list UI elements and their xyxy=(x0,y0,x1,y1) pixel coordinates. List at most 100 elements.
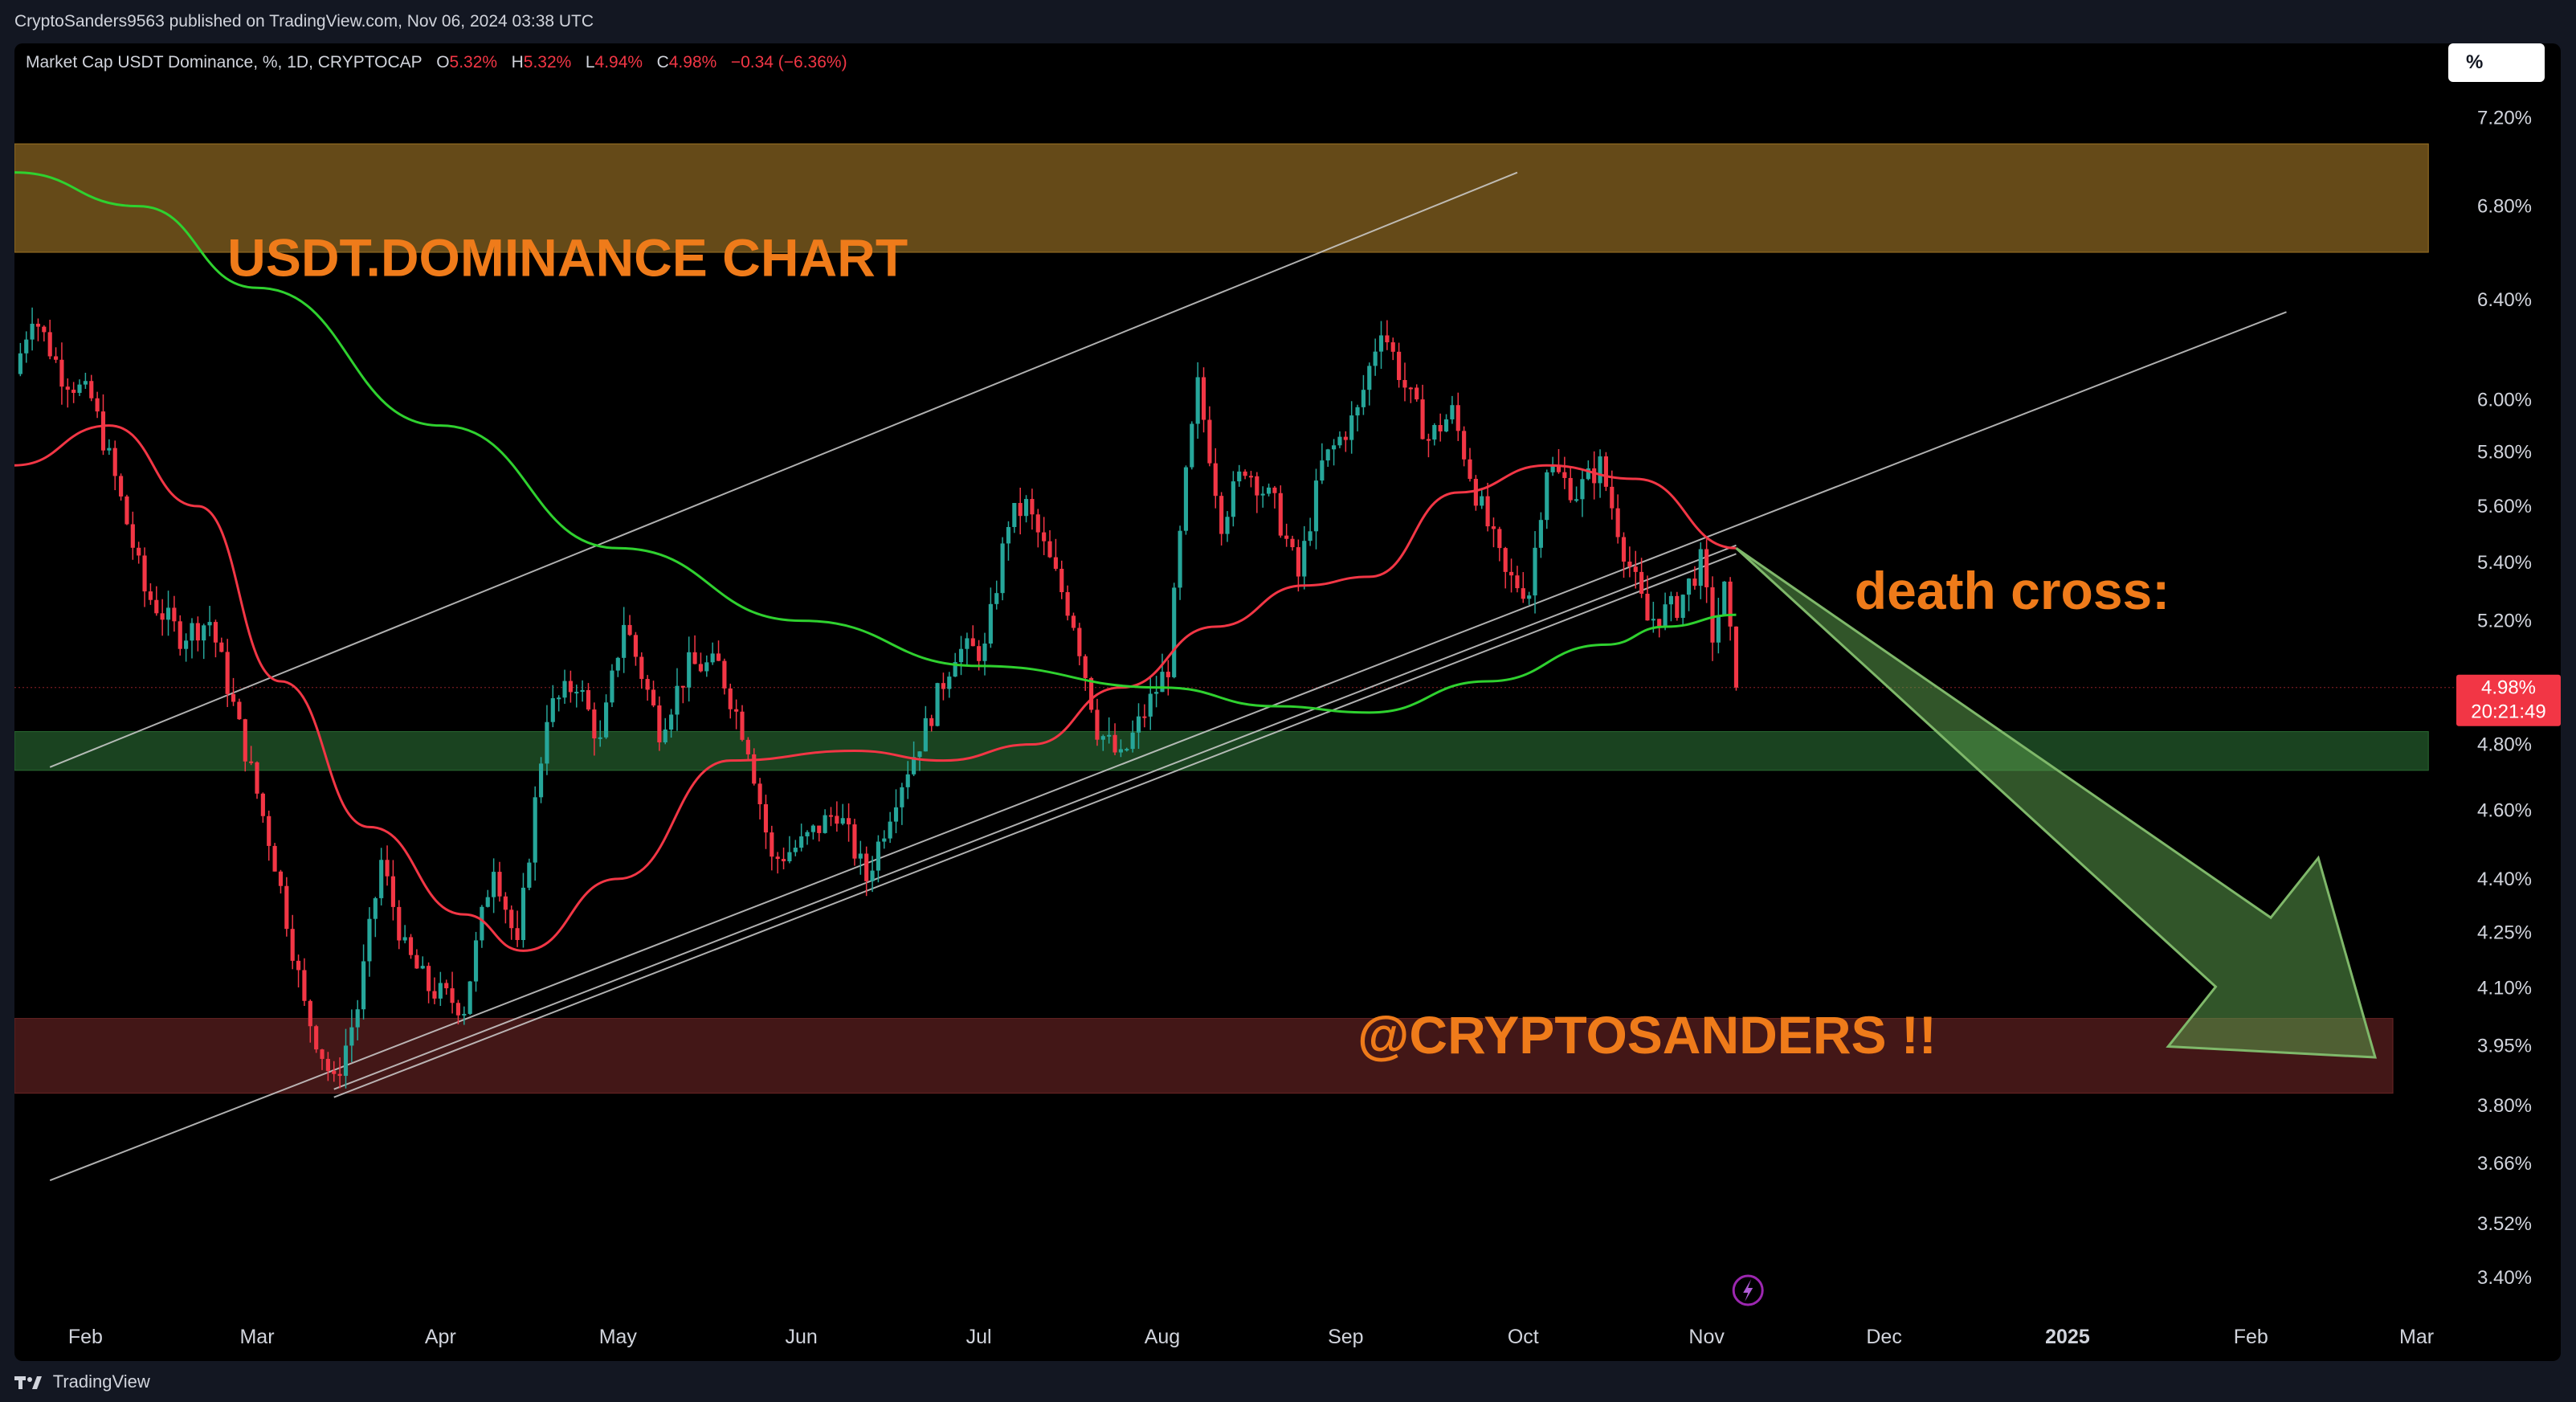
candle-body-9[interactable] xyxy=(71,390,76,394)
candle-body-144[interactable] xyxy=(870,870,875,881)
candle-body-273[interactable] xyxy=(1633,566,1638,572)
candle-body-116[interactable] xyxy=(704,662,709,672)
candle-body-34[interactable] xyxy=(219,642,224,652)
candle-body-219[interactable] xyxy=(1313,480,1319,532)
zone-rect-2[interactable] xyxy=(14,1018,2394,1094)
candle-body-227[interactable] xyxy=(1361,390,1366,407)
candle-body-100[interactable] xyxy=(610,670,614,703)
candle-body-14[interactable] xyxy=(100,411,106,451)
candle-body-107[interactable] xyxy=(651,689,656,706)
candle-body-203[interactable] xyxy=(1219,496,1224,534)
candle-body-48[interactable] xyxy=(302,970,307,1001)
candle-body-272[interactable] xyxy=(1627,562,1632,567)
candle-body-187[interactable] xyxy=(1125,749,1129,751)
candle-body-124[interactable] xyxy=(752,754,757,784)
candle-body-251[interactable] xyxy=(1503,548,1508,572)
candle-body-148[interactable] xyxy=(893,807,899,822)
candle-body-220[interactable] xyxy=(1320,460,1325,481)
candle-body-258[interactable] xyxy=(1545,472,1549,521)
candle-body-23[interactable] xyxy=(154,599,159,614)
candle-body-113[interactable] xyxy=(687,652,692,688)
candle-body-103[interactable] xyxy=(627,624,632,636)
candle-body-122[interactable] xyxy=(740,711,745,740)
candle-body-76[interactable] xyxy=(467,981,472,1014)
footer-brand[interactable]: TradingView xyxy=(52,1371,150,1392)
candle-body-55[interactable] xyxy=(343,1045,349,1077)
candle-body-214[interactable] xyxy=(1284,535,1289,539)
candle-body-27[interactable] xyxy=(178,621,182,649)
candle-body-230[interactable] xyxy=(1378,335,1384,352)
candle-body-70[interactable] xyxy=(432,991,437,999)
candle-body-201[interactable] xyxy=(1207,419,1212,464)
candle-body-93[interactable] xyxy=(568,681,573,693)
candle-body-71[interactable] xyxy=(438,983,443,999)
candle-body-240[interactable] xyxy=(1438,424,1443,431)
candle-body-83[interactable] xyxy=(509,909,514,929)
candle-body-94[interactable] xyxy=(574,692,579,694)
candle-body-69[interactable] xyxy=(427,966,431,991)
candle-body-95[interactable] xyxy=(580,689,585,693)
candle-body-21[interactable] xyxy=(142,555,147,592)
candle-body-216[interactable] xyxy=(1296,547,1300,577)
candle-body-135[interactable] xyxy=(817,825,822,833)
candle-body-26[interactable] xyxy=(172,607,177,622)
candle-body-222[interactable] xyxy=(1332,445,1337,450)
candle-body-267[interactable] xyxy=(1598,456,1602,484)
chart-canvas[interactable]: USDT.DOMINANCE CHART death cross: @CRYPTOS… xyxy=(14,43,2561,1361)
candle-body-177[interactable] xyxy=(1065,592,1070,616)
candle-body-213[interactable] xyxy=(1278,493,1283,536)
candle-body-145[interactable] xyxy=(876,841,880,871)
candle-body-242[interactable] xyxy=(1450,405,1455,419)
candle-body-97[interactable] xyxy=(592,709,597,739)
candle-body-182[interactable] xyxy=(1095,709,1100,740)
candle-body-24[interactable] xyxy=(160,613,165,620)
candle-body-123[interactable] xyxy=(745,739,750,754)
candle-body-39[interactable] xyxy=(249,761,254,763)
candle-body-12[interactable] xyxy=(89,381,94,399)
candle-body-232[interactable] xyxy=(1390,342,1395,352)
candle-body-191[interactable] xyxy=(1148,693,1153,717)
candle-body-202[interactable] xyxy=(1213,463,1218,497)
candle-body-156[interactable] xyxy=(941,683,946,689)
candle-body-36[interactable] xyxy=(231,693,236,702)
candle-body-268[interactable] xyxy=(1603,456,1608,487)
candle-body-7[interactable] xyxy=(59,359,64,387)
candle-body-143[interactable] xyxy=(864,853,869,881)
candle-body-78[interactable] xyxy=(480,906,484,941)
candle-body-92[interactable] xyxy=(562,681,567,698)
zone-rect-1[interactable] xyxy=(14,731,2429,771)
candle-body-263[interactable] xyxy=(1574,499,1579,501)
candle-body-1[interactable] xyxy=(24,339,29,354)
candle-body-279[interactable] xyxy=(1668,595,1674,605)
candle-body-84[interactable] xyxy=(515,928,520,940)
candle-body-235[interactable] xyxy=(1408,387,1413,390)
candle-body-3[interactable] xyxy=(35,323,41,327)
candle-body-260[interactable] xyxy=(1556,466,1562,472)
candle-body-6[interactable] xyxy=(53,356,59,360)
candle-body-88[interactable] xyxy=(538,763,544,798)
candle-body-226[interactable] xyxy=(1355,407,1360,416)
candle-body-211[interactable] xyxy=(1266,487,1272,494)
candle-body-54[interactable] xyxy=(337,1073,342,1077)
candle-body-126[interactable] xyxy=(763,803,769,833)
candle-body-2[interactable] xyxy=(30,323,35,340)
candle-body-120[interactable] xyxy=(728,688,733,709)
candle-body-250[interactable] xyxy=(1497,529,1502,549)
candle-body-136[interactable] xyxy=(823,815,827,833)
candle-body-165[interactable] xyxy=(994,593,999,604)
candle-body-262[interactable] xyxy=(1568,477,1573,501)
candle-body-170[interactable] xyxy=(1023,499,1029,517)
candle-body-110[interactable] xyxy=(669,714,674,730)
candle-body-45[interactable] xyxy=(284,885,289,930)
candle-body-75[interactable] xyxy=(462,1013,467,1016)
moving-average-0[interactable] xyxy=(14,424,1737,952)
candle-body-137[interactable] xyxy=(828,815,834,817)
candle-body-176[interactable] xyxy=(1059,568,1064,593)
candle-body-255[interactable] xyxy=(1527,595,1532,599)
candle-body-108[interactable] xyxy=(657,705,662,742)
candle-body-248[interactable] xyxy=(1485,496,1490,527)
candle-body-37[interactable] xyxy=(237,701,242,720)
candle-body-66[interactable] xyxy=(408,937,414,955)
candle-body-252[interactable] xyxy=(1508,571,1514,576)
candle-body-81[interactable] xyxy=(497,872,502,897)
